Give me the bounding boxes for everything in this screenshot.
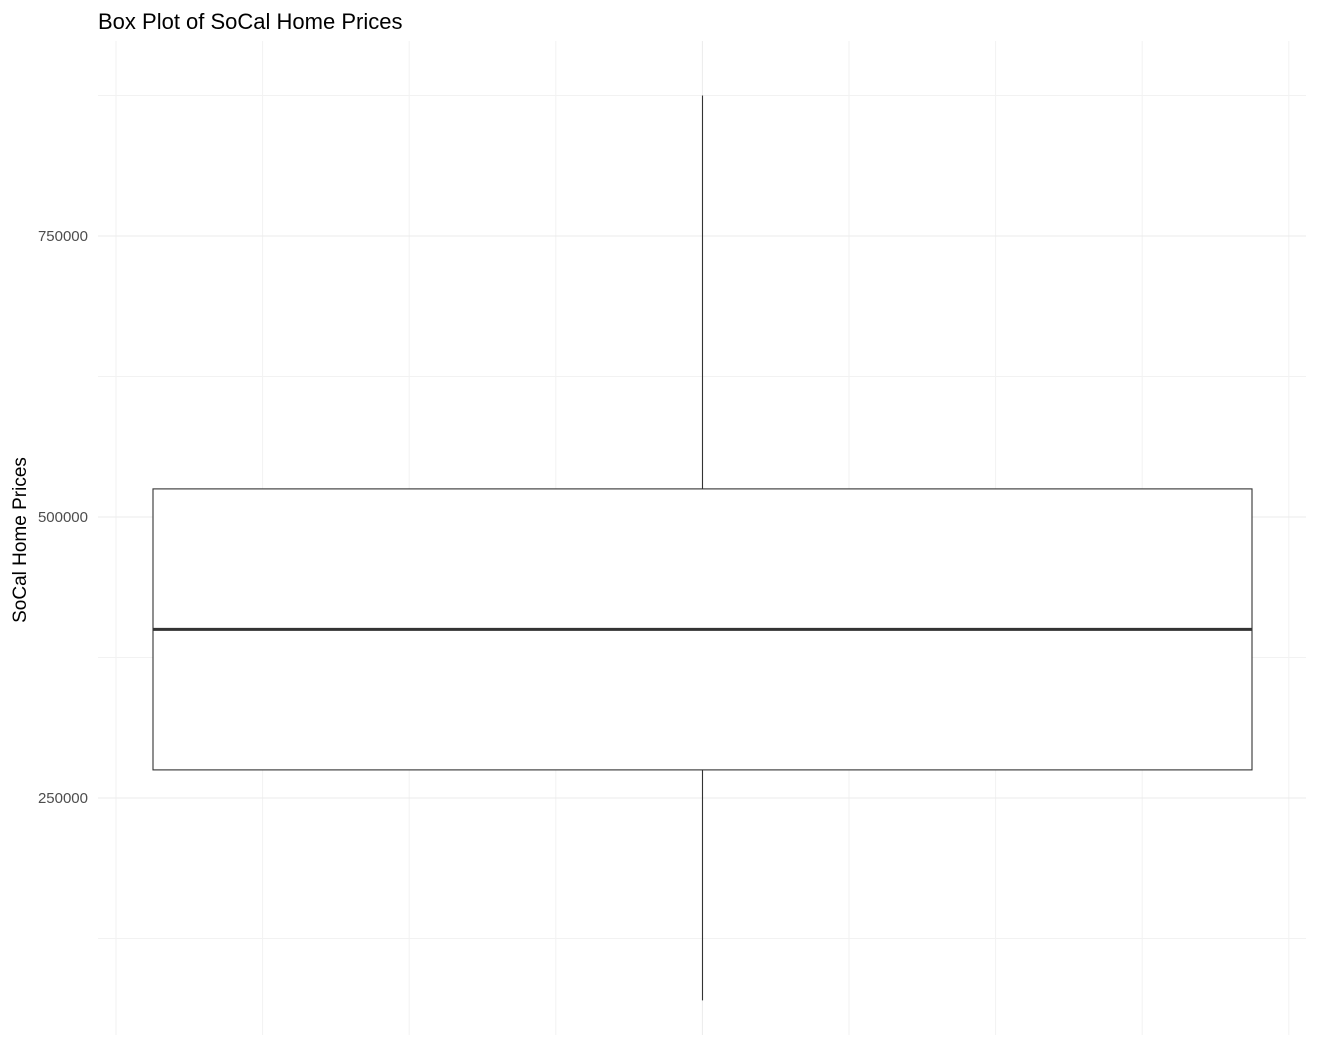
plot-area — [152, 95, 1253, 1001]
y-tick-label: 750000 — [38, 228, 88, 245]
y-axis: 250000 500000 750000 — [38, 228, 88, 807]
y-tick-label: 500000 — [38, 509, 88, 526]
y-axis-label: SoCal Home Prices — [10, 457, 31, 623]
chart-title: Box Plot of SoCal Home Prices — [98, 9, 402, 34]
y-tick-label: 250000 — [38, 790, 88, 807]
